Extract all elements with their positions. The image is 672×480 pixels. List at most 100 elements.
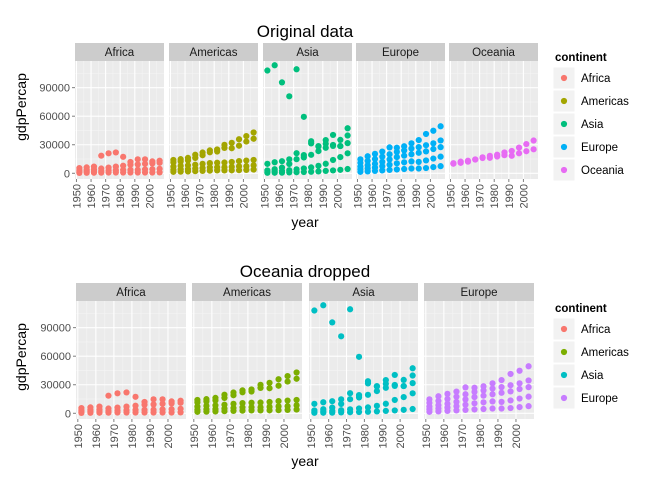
data-point xyxy=(373,408,381,415)
x-tick-label: 1960 xyxy=(460,184,472,208)
data-point xyxy=(364,380,372,387)
x-tick-label: 1990 xyxy=(504,184,516,208)
facet-strip-label: Africa xyxy=(116,287,146,299)
x-tick-label: 2000 xyxy=(395,424,407,448)
data-point xyxy=(311,307,318,314)
data-point xyxy=(105,392,112,399)
data-point xyxy=(149,160,156,167)
data-point xyxy=(228,167,235,174)
data-point xyxy=(471,394,478,401)
x-tick-label: 2000 xyxy=(163,424,175,448)
x-tick-label: 1980 xyxy=(303,184,315,208)
data-point xyxy=(344,140,351,147)
data-point xyxy=(212,408,219,415)
data-point xyxy=(159,396,166,403)
data-point xyxy=(422,130,430,138)
x-tick-label: 1960 xyxy=(324,424,336,448)
data-point xyxy=(250,162,257,169)
data-point xyxy=(409,372,416,379)
data-point xyxy=(430,145,437,153)
data-point xyxy=(422,142,430,149)
data-point xyxy=(271,62,278,69)
data-point xyxy=(221,167,228,174)
data-point xyxy=(230,407,237,415)
data-point xyxy=(114,390,121,397)
data-point xyxy=(214,148,221,155)
legend-label: Oceania xyxy=(581,165,624,177)
data-point xyxy=(257,407,264,414)
data-point xyxy=(132,409,139,416)
facet-strip xyxy=(169,43,258,61)
data-point xyxy=(393,166,400,173)
y-tick-label: 90000 xyxy=(40,323,71,335)
data-point xyxy=(278,169,286,176)
data-point xyxy=(501,152,508,159)
data-point xyxy=(415,165,422,172)
data-point xyxy=(243,132,250,140)
data-point xyxy=(329,156,337,164)
x-tick-label: 1980 xyxy=(489,184,501,208)
data-point xyxy=(355,408,363,416)
data-point xyxy=(471,388,478,395)
data-point xyxy=(308,140,315,147)
data-point xyxy=(257,384,264,392)
data-point xyxy=(271,169,278,176)
data-point xyxy=(408,140,415,147)
facet-strip-label: Americas xyxy=(190,47,238,59)
data-point xyxy=(337,136,344,143)
data-point xyxy=(243,166,250,174)
data-point xyxy=(515,150,523,157)
data-point xyxy=(315,148,322,155)
data-point xyxy=(373,388,381,395)
data-point xyxy=(134,161,141,168)
data-point xyxy=(239,407,246,414)
data-point xyxy=(221,394,228,402)
data-point xyxy=(235,136,243,143)
data-point xyxy=(408,158,415,165)
legend-item-africa: Africa xyxy=(552,317,611,341)
data-point xyxy=(221,408,228,415)
data-point xyxy=(275,382,282,389)
data-point xyxy=(523,148,530,155)
data-point xyxy=(293,150,300,157)
data-point xyxy=(123,389,130,396)
data-point xyxy=(480,399,487,406)
data-point xyxy=(507,370,514,378)
facet-strip xyxy=(356,43,445,61)
data-point xyxy=(415,158,422,165)
data-point xyxy=(508,147,515,155)
data-point xyxy=(184,168,192,175)
x-tick-label: 1960 xyxy=(91,424,103,448)
y-axis-label: gdpPercap xyxy=(13,73,29,141)
data-point xyxy=(444,395,451,403)
legend-item-africa: Africa xyxy=(552,66,611,90)
data-point xyxy=(437,144,444,151)
data-point xyxy=(507,397,514,404)
data-point xyxy=(278,158,286,165)
legend-item-americas: Americas xyxy=(552,340,629,364)
data-point xyxy=(141,409,148,416)
facet-panel-americas: Americas 1950 1960 1970 1980 1990 2000 xyxy=(189,283,302,448)
data-point xyxy=(435,393,442,400)
facet-strip-label: Americas xyxy=(223,287,271,299)
data-point xyxy=(320,399,327,406)
data-point xyxy=(453,398,460,405)
data-point xyxy=(248,388,255,395)
x-tick-label: 1980 xyxy=(127,424,139,448)
data-point xyxy=(264,169,271,176)
data-point xyxy=(489,398,496,405)
data-point xyxy=(214,159,221,166)
data-point xyxy=(286,156,293,163)
data-point xyxy=(230,392,237,399)
x-tick-label: 2000 xyxy=(511,424,523,448)
data-point xyxy=(382,384,389,391)
data-point xyxy=(293,156,300,163)
data-point xyxy=(266,379,273,386)
data-point xyxy=(364,408,372,415)
data-point xyxy=(498,389,505,396)
data-point xyxy=(437,123,444,130)
x-tick-label: 1980 xyxy=(115,184,127,208)
data-point xyxy=(391,371,398,379)
